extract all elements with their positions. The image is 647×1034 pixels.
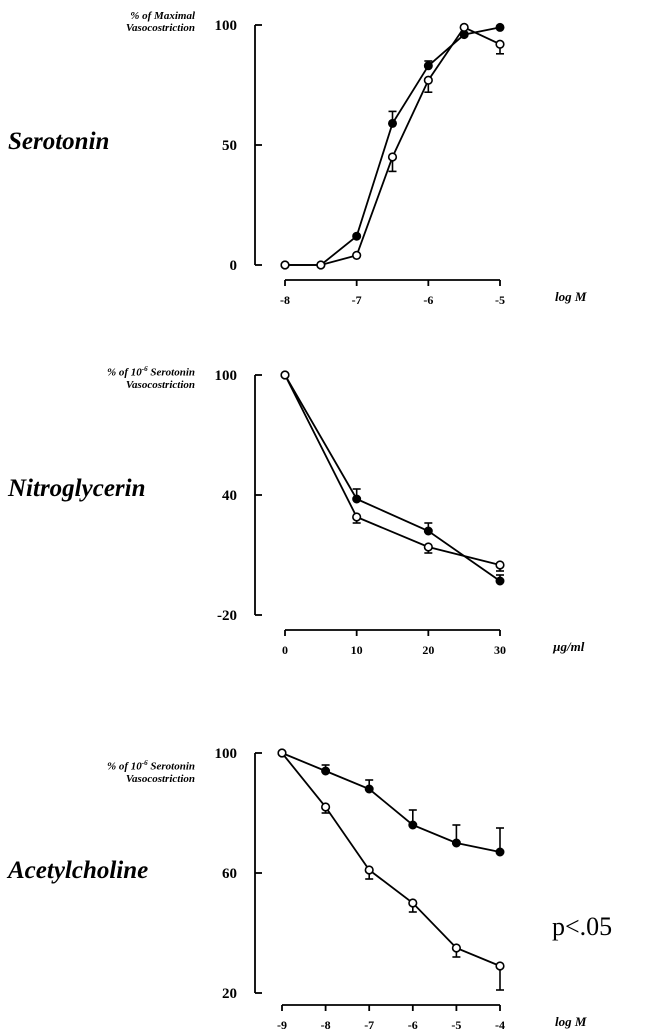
- data-point-open: [495, 560, 505, 570]
- series-line-filled: [284, 374, 501, 582]
- data-point-open: [316, 260, 326, 270]
- x-tick-label: -9: [277, 1018, 287, 1032]
- data-point-open: [423, 542, 433, 552]
- y-tick-label: 100: [215, 746, 238, 762]
- data-point-open: [495, 961, 505, 971]
- y-tick-label: 20: [222, 986, 237, 1002]
- data-point-filled: [423, 61, 433, 71]
- nitroglycerin-ylabel: % of 10-6 Serotonin Vasocostriction: [15, 363, 195, 391]
- nitroglycerin-ylabel-line2: Serotonin: [150, 366, 195, 379]
- x-tick-label: -6: [408, 1018, 418, 1032]
- y-tick-label: 100: [215, 18, 238, 34]
- serotonin-ylabel-line2: Vasocostriction: [125, 22, 195, 34]
- data-point-open: [352, 250, 362, 260]
- x-tick-label: 0: [282, 643, 288, 657]
- x-axis-unit: log M: [555, 1014, 587, 1029]
- y-tick-label: 60: [222, 866, 237, 882]
- acetylcholine-ylabel-line3: Vasocostriction: [125, 772, 195, 785]
- acetylcholine-panel: % of 10-6 Serotonin Vasocostriction Acet…: [0, 730, 647, 1034]
- serotonin-panel: % of Maximal Vasocostriction Serotonin 0…: [0, 0, 647, 330]
- series-line-filled: [285, 26, 501, 266]
- data-point-open: [423, 75, 433, 85]
- series-line-filled: [281, 752, 501, 853]
- nitroglycerin-chart: -20 40 100 0 10 20 30 µg/ml: [215, 368, 585, 657]
- data-point-open: [277, 748, 287, 758]
- data-point-open: [387, 152, 398, 162]
- data-point-open: [451, 943, 462, 953]
- x-tick-label: -4: [495, 1018, 505, 1032]
- nitroglycerin-panel: % of 10-6 Serotonin Vasocostriction Nitr…: [0, 345, 647, 675]
- series-line-open: [281, 752, 501, 967]
- x-tick-label: 30: [494, 643, 506, 657]
- x-tick-label: -8: [321, 1018, 331, 1032]
- acetylcholine-ylabel-sup: -6: [141, 759, 148, 767]
- acetylcholine-ylabel: % of 10-6 Serotonin Vasocostriction: [15, 757, 195, 785]
- series-line-open: [285, 26, 501, 266]
- x-axis-unit: log M: [555, 289, 587, 304]
- nitroglycerin-ylabel-sup: -6: [141, 365, 148, 373]
- y-tick-label: -20: [217, 608, 237, 624]
- nitroglycerin-drug-label: Nitroglycerin: [8, 475, 146, 502]
- x-tick-label: -6: [423, 293, 433, 307]
- data-point-open: [495, 39, 505, 49]
- data-point-filled: [352, 494, 362, 504]
- serotonin-chart: 0 50 100 -8 -7 -6 -5 log M: [215, 18, 587, 307]
- x-tick-label: -8: [280, 293, 290, 307]
- x-tick-label: -5: [495, 293, 505, 307]
- y-tick-label: 50: [222, 138, 237, 154]
- nitroglycerin-ylabel-line1: % of 10: [106, 366, 142, 379]
- data-point-filled: [364, 784, 374, 794]
- data-point-filled: [388, 118, 397, 128]
- data-point-filled: [495, 22, 505, 32]
- serotonin-ylabel-line1: % of Maximal: [130, 10, 195, 22]
- data-point-filled: [408, 820, 418, 830]
- data-point-open: [459, 22, 469, 33]
- x-tick-label: -5: [451, 1018, 461, 1032]
- y-tick-label: 0: [230, 258, 238, 274]
- data-point-open: [352, 512, 362, 522]
- data-point-open: [364, 865, 374, 875]
- data-point-filled: [495, 576, 505, 586]
- data-point-filled: [352, 231, 362, 241]
- x-tick-label: 20: [422, 643, 434, 657]
- acetylcholine-ylabel-line2: Serotonin: [150, 760, 195, 773]
- acetylcholine-drug-label: Acetylcholine: [8, 857, 149, 884]
- nitroglycerin-ylabel-line3: Vasocostriction: [125, 378, 195, 391]
- data-point-open: [280, 260, 290, 270]
- serotonin-ylabel: % of Maximal Vasocostriction: [15, 10, 195, 34]
- data-point-filled: [451, 838, 461, 848]
- serotonin-drug-label: Serotonin: [8, 128, 110, 155]
- significance-annotation: p<.05: [552, 912, 613, 941]
- x-tick-label: -7: [364, 1018, 374, 1032]
- data-point-filled: [321, 766, 331, 776]
- data-point-open: [280, 370, 290, 380]
- y-tick-label: 100: [215, 368, 238, 384]
- data-point-open: [408, 898, 418, 908]
- data-point-open: [321, 802, 331, 812]
- y-tick-label: 40: [222, 488, 237, 504]
- acetylcholine-chart: 20 60 100 -9 -8 -7 -6 -5 -4 log M: [215, 746, 587, 1032]
- series-line-open: [284, 374, 501, 566]
- x-tick-label: 10: [351, 643, 363, 657]
- acetylcholine-ylabel-line1: % of 10: [106, 760, 142, 773]
- data-point-filled: [495, 847, 505, 857]
- data-point-filled: [423, 526, 433, 536]
- x-tick-label: -7: [352, 293, 362, 307]
- x-axis-unit: µg/ml: [552, 639, 585, 654]
